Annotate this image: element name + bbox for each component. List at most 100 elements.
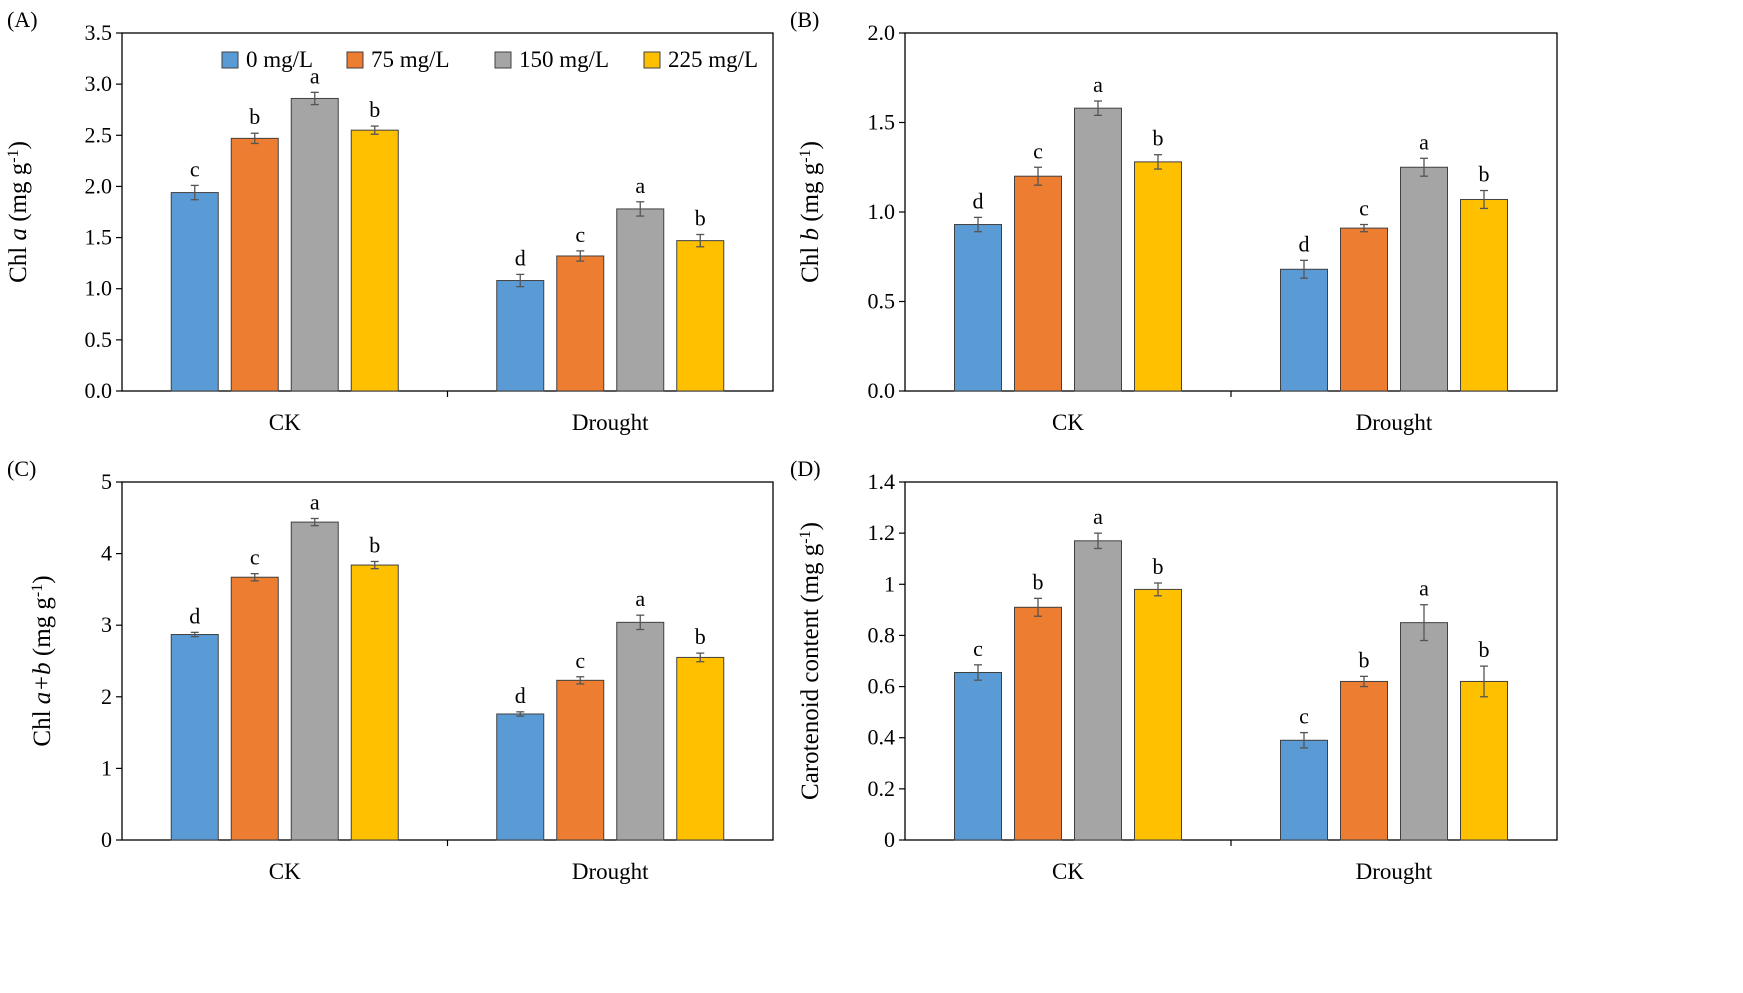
significance-letter: c xyxy=(1359,196,1369,221)
y-axis-title-unit: (mg g xyxy=(797,162,824,228)
significance-letter: a xyxy=(635,173,645,198)
legend-label: 0 mg/L xyxy=(246,47,313,72)
y-tick-label: 1.0 xyxy=(85,276,113,301)
bar xyxy=(230,576,279,841)
significance-letter: b xyxy=(1479,637,1490,662)
bar xyxy=(676,656,725,841)
y-tick-label: 3 xyxy=(101,612,112,637)
bar xyxy=(290,521,339,841)
bar xyxy=(1400,166,1448,392)
y-axis-title-close: ) xyxy=(797,522,824,530)
y-tick-label: 0.8 xyxy=(868,622,896,647)
significance-letter: a xyxy=(635,586,645,611)
y-axis-title: Chl a+b (mg g-1) xyxy=(29,575,57,746)
plot-frame xyxy=(121,32,774,392)
y-tick-label: 0.0 xyxy=(868,378,896,403)
legend-swatch xyxy=(643,51,661,69)
bar xyxy=(1460,680,1508,841)
y-tick-label: 3.5 xyxy=(85,20,113,45)
x-category-label: Drought xyxy=(572,410,649,435)
y-tick-label: 2.0 xyxy=(868,20,896,45)
y-axis-title: Chl a (mg g-1) xyxy=(5,141,33,283)
y-axis-title-close: ) xyxy=(29,575,56,583)
bar xyxy=(1280,739,1328,841)
panel-b: 0.0 0.5 1.0 1.5 2.0 CK Drought d d c c a a b b (B) Chl b… xyxy=(790,7,1558,435)
x-category-label: Drought xyxy=(1356,859,1433,884)
bar xyxy=(290,97,339,392)
y-tick-label: 2.5 xyxy=(85,122,113,147)
significance-letter: a xyxy=(310,63,320,88)
significance-letter: c xyxy=(1299,704,1309,729)
y-tick-label: 2.0 xyxy=(85,173,113,198)
panel-label: (B) xyxy=(790,7,819,32)
y-axis-title-close: ) xyxy=(797,141,824,149)
y-axis-title-prefix: Chl xyxy=(797,241,824,283)
bar xyxy=(1340,680,1388,841)
y-tick-label: 0 xyxy=(884,827,895,852)
significance-letter: c xyxy=(190,156,200,181)
x-category-label: CK xyxy=(1052,410,1084,435)
significance-letter: b xyxy=(695,206,706,231)
legend: 0 mg/L 75 mg/L 150 mg/L 225 mg/L xyxy=(221,47,758,72)
panel-label: (D) xyxy=(790,456,821,481)
y-axis-title-close: ) xyxy=(5,141,32,149)
y-axis-title-superscript: -1 xyxy=(797,530,814,543)
bar xyxy=(230,137,279,392)
y-axis-title-italic: b xyxy=(797,228,824,241)
bar xyxy=(1460,198,1508,392)
bar xyxy=(496,713,545,841)
x-category-label: Drought xyxy=(1356,410,1433,435)
bar xyxy=(170,192,219,392)
plot-frame xyxy=(904,32,1558,392)
significance-letter: c xyxy=(973,636,983,661)
bar xyxy=(616,208,665,392)
plot-frame xyxy=(121,481,774,841)
significance-letter: d xyxy=(515,683,526,708)
legend-label: 225 mg/L xyxy=(668,47,758,72)
y-tick-label: 0.5 xyxy=(868,289,896,314)
x-category-label: Drought xyxy=(572,859,649,884)
y-axis-title: Carotenoid content (mg g-1) xyxy=(797,522,825,800)
y-tick-label: 1 xyxy=(101,755,112,780)
y-axis-title-superscript: -1 xyxy=(29,584,46,597)
y-tick-label: 1.4 xyxy=(868,469,896,494)
y-tick-label: 2 xyxy=(101,684,112,709)
y-axis-title: Chl b (mg g-1) xyxy=(797,141,825,283)
bar xyxy=(556,679,605,841)
y-tick-label: 5 xyxy=(101,469,112,494)
panel-label: (A) xyxy=(7,7,38,32)
y-tick-label: 0.6 xyxy=(868,674,896,699)
significance-letter: b xyxy=(369,97,380,122)
significance-letter: b xyxy=(1153,126,1164,151)
y-tick-label: 1.5 xyxy=(85,225,113,250)
significance-letter: b xyxy=(1153,554,1164,579)
plot-frame xyxy=(904,481,1558,841)
significance-letter: b xyxy=(369,532,380,557)
y-axis-title-unit: (mg g xyxy=(5,162,32,228)
bar xyxy=(1134,161,1182,392)
x-category-label: CK xyxy=(1052,859,1084,884)
bar xyxy=(1280,268,1328,392)
legend-label: 75 mg/L xyxy=(371,47,450,72)
panel-label: (C) xyxy=(7,456,36,481)
bar xyxy=(350,564,399,841)
significance-letter: a xyxy=(1093,72,1103,97)
bar xyxy=(954,224,1002,392)
bar xyxy=(1074,540,1122,841)
significance-letter: c xyxy=(250,545,260,570)
y-tick-label: 1.0 xyxy=(868,199,896,224)
y-axis-title-prefix: Chl xyxy=(29,704,56,746)
bar xyxy=(1400,622,1448,841)
significance-letter: b xyxy=(1359,647,1370,672)
y-tick-label: 1.5 xyxy=(868,110,896,135)
y-tick-label: 3.0 xyxy=(85,71,113,96)
legend-swatch xyxy=(221,51,239,69)
y-tick-label: 1.2 xyxy=(868,520,896,545)
significance-letter: a xyxy=(310,490,320,515)
bar xyxy=(616,621,665,841)
panel-a: 0.0 0.5 1.0 1.5 2.0 2.5 3.0 3.5 CK Drought c d b c a a b… xyxy=(5,7,774,435)
y-axis-title-superscript: -1 xyxy=(5,149,22,162)
significance-letter: d xyxy=(1299,231,1310,256)
significance-letter: a xyxy=(1093,504,1103,529)
